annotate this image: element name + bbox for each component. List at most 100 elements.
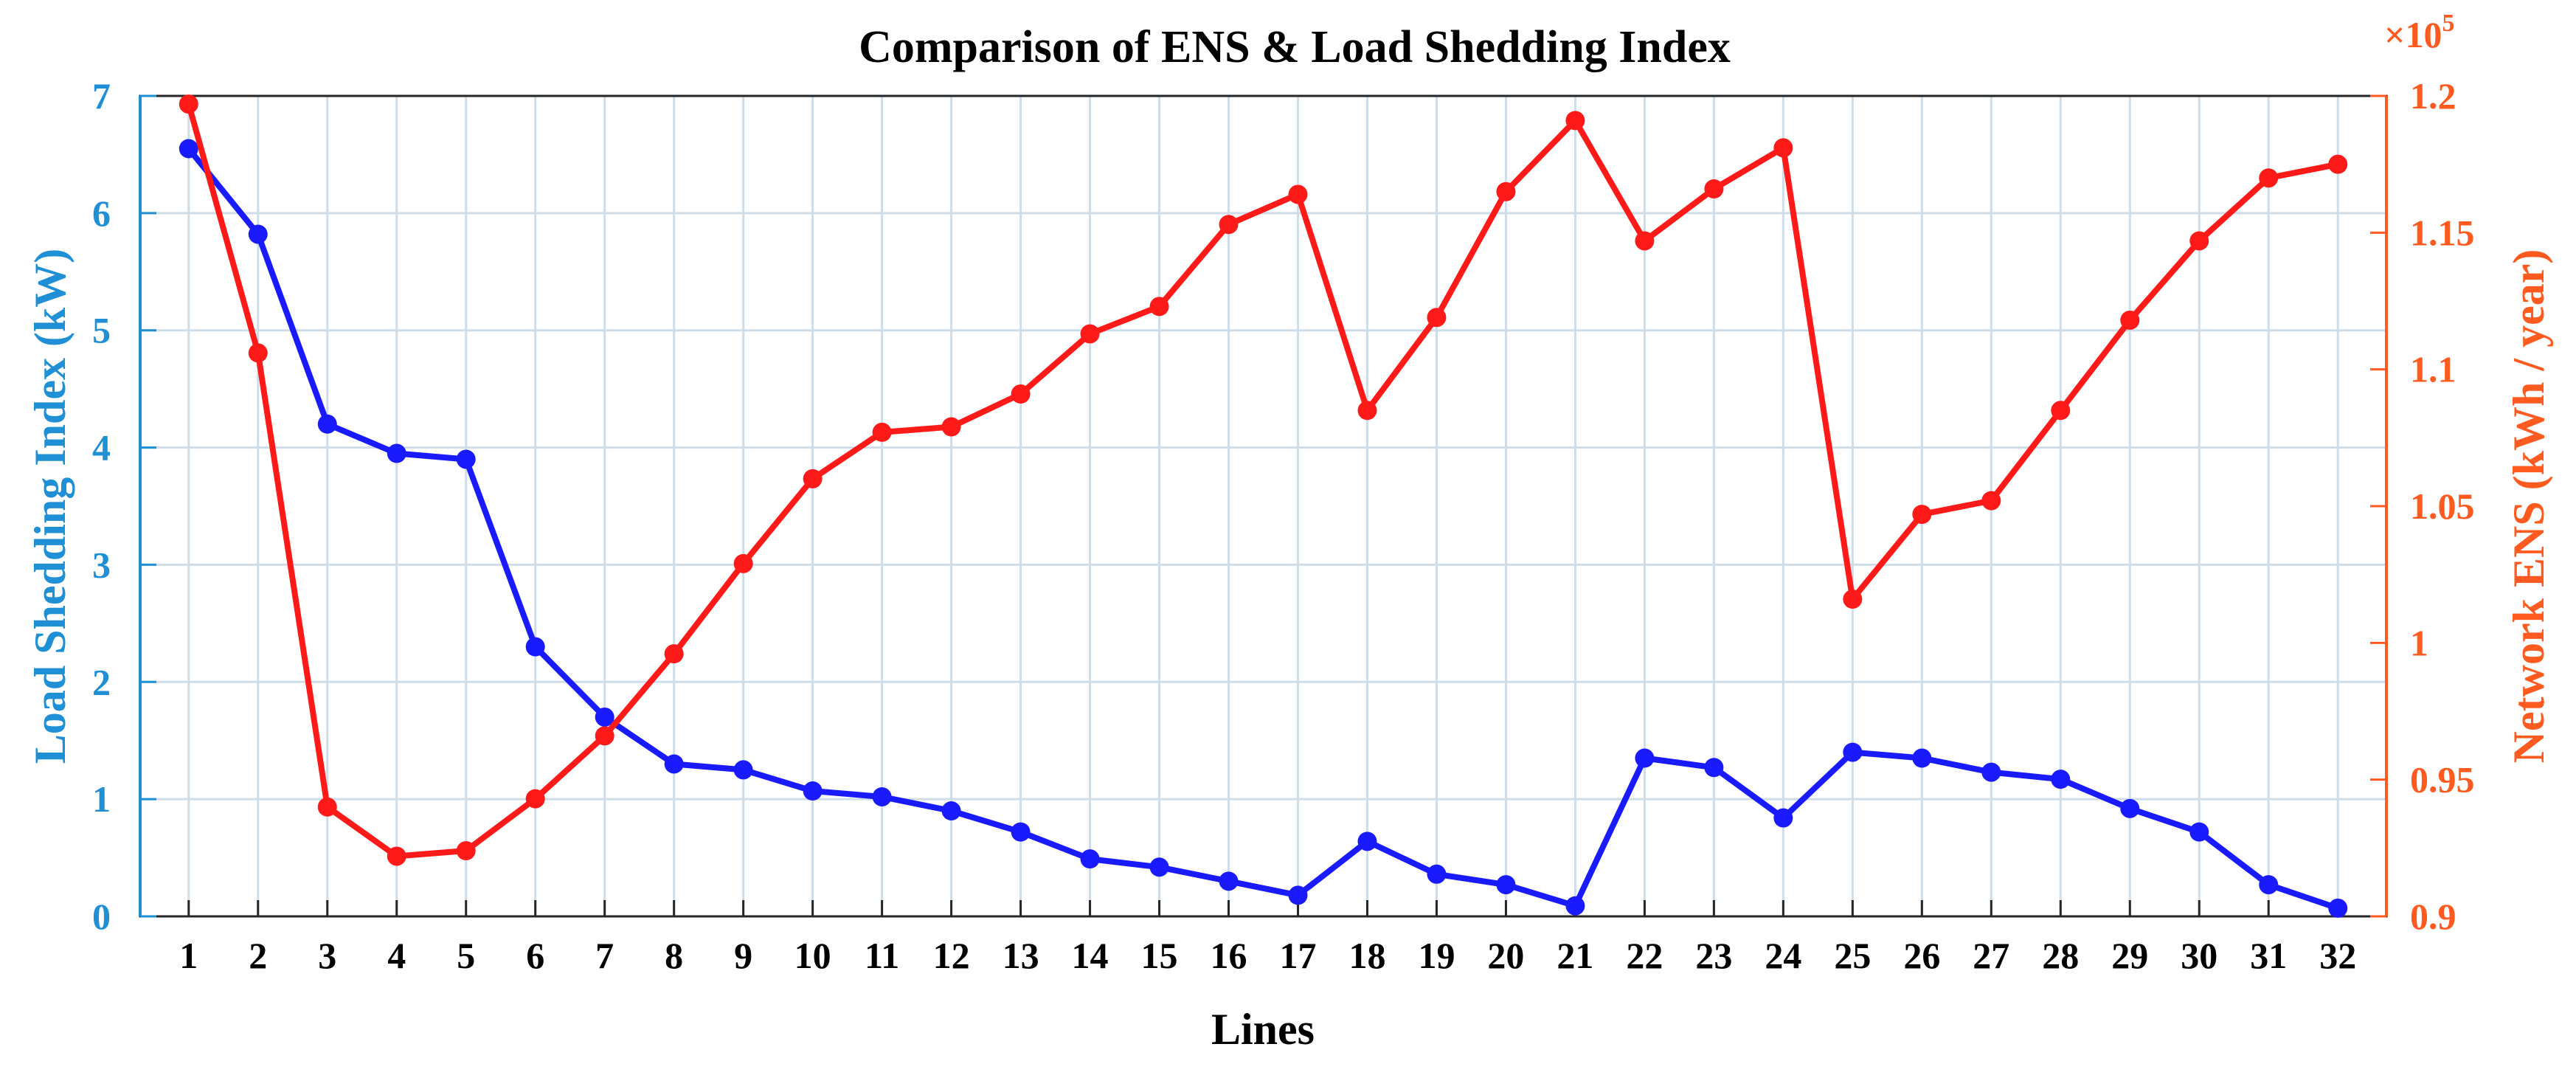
x-tick-label: 11	[865, 935, 899, 976]
network-ens-point	[803, 469, 823, 488]
network-ens-point	[2051, 401, 2071, 421]
x-tick-label: 16	[1211, 935, 1247, 976]
left-tick-label: 5	[92, 310, 111, 351]
network-ens-point	[872, 422, 892, 442]
chart-title: Comparison of ENS & Load Shedding Index	[859, 22, 1731, 72]
network-ens-point	[733, 553, 753, 573]
network-ens-point	[1635, 231, 1655, 251]
left-tick-label: 4	[92, 427, 111, 469]
x-tick-label: 27	[1973, 935, 2009, 976]
x-tick-label: 20	[1487, 935, 1524, 976]
x-tick-label: 2	[249, 935, 267, 976]
network-ens-point	[1357, 401, 1377, 421]
load-shedding-point	[1011, 822, 1031, 842]
x-tick-label: 6	[526, 935, 544, 976]
x-tick-label: 17	[1279, 935, 1316, 976]
network-ens-point	[1496, 182, 1516, 201]
right-tick-label: 1.1	[2410, 349, 2456, 390]
x-tick-label: 9	[734, 935, 752, 976]
load-shedding-point	[1219, 871, 1239, 891]
load-shedding-point	[1843, 742, 1863, 762]
load-shedding-point	[1080, 849, 1100, 869]
network-ens-point	[664, 644, 684, 664]
x-tick-label: 31	[2250, 935, 2287, 976]
right-y-axis-label: Network ENS (kWh / year)	[2504, 249, 2553, 764]
x-tick-label: 4	[387, 935, 406, 976]
left-tick-label: 6	[92, 193, 111, 234]
load-shedding-point	[1565, 896, 1585, 916]
network-ens-point	[456, 841, 476, 861]
load-shedding-series	[179, 139, 2348, 918]
network-ens-point	[595, 726, 614, 746]
load-shedding-line	[186, 146, 2339, 911]
network-ens-point	[1149, 297, 1169, 317]
load-shedding-point	[2189, 822, 2209, 842]
x-tick-label: 30	[2181, 935, 2217, 976]
load-shedding-point	[733, 760, 753, 780]
series	[179, 94, 2348, 918]
load-shedding-point	[456, 449, 476, 469]
load-shedding-point	[872, 787, 892, 806]
x-tick-label: 22	[1626, 935, 1663, 976]
load-shedding-point	[1773, 808, 1793, 828]
x-tick-label: 8	[665, 935, 683, 976]
x-tick-label: 19	[1418, 935, 1455, 976]
network-ens-point	[1427, 308, 1447, 328]
load-shedding-point	[1704, 758, 1724, 778]
load-shedding-point	[387, 443, 406, 463]
network-ens-point	[2328, 154, 2348, 174]
load-shedding-point	[2259, 875, 2279, 895]
x-tick-label: 18	[1348, 935, 1385, 976]
network-ens-point	[2259, 168, 2279, 188]
left-y-axis-label: Load Shedding Index (kW)	[26, 249, 75, 764]
load-shedding-point	[248, 224, 268, 244]
x-tick-label: 5	[457, 935, 475, 976]
x-tick-label: 7	[595, 935, 614, 976]
axes-box	[139, 94, 2388, 918]
left-tick-label: 3	[92, 544, 111, 585]
network-ens-point	[1704, 179, 1724, 199]
network-ens-point	[317, 797, 337, 817]
x-tick-label: 1	[179, 935, 198, 976]
x-tick-label: 12	[933, 935, 970, 976]
right-tick-label: 1.05	[2410, 485, 2475, 527]
load-shedding-point	[317, 414, 337, 434]
network-ens-point	[1565, 111, 1585, 131]
left-tick-label: 1	[92, 778, 111, 820]
exponent-base: ×10	[2384, 14, 2442, 55]
network-ens-point	[2120, 310, 2140, 330]
network-ens-point	[387, 846, 406, 866]
load-shedding-point	[525, 637, 545, 657]
load-shedding-point	[1981, 762, 2001, 782]
load-shedding-point	[2328, 898, 2348, 918]
left-tick-label: 0	[92, 896, 111, 937]
load-shedding-point	[1149, 857, 1169, 877]
x-tick-label: 28	[2042, 935, 2079, 976]
network-ens-point	[941, 417, 961, 437]
network-ens-point	[248, 343, 268, 363]
load-shedding-point	[1357, 832, 1377, 851]
left-tick-label: 2	[92, 661, 111, 702]
ticks: 1 2 3 4 5 6 7 8 9 10 11 12 13 14 15 16 17 18 19 20 21 22 23 24 2…	[92, 75, 2475, 976]
right-axis-exponent: ×105	[2384, 10, 2455, 55]
network-ens-line	[185, 103, 2338, 860]
right-tick-label: 1.15	[2410, 212, 2475, 253]
network-ens-point	[525, 789, 545, 809]
left-tick-label: 7	[92, 75, 111, 117]
load-shedding-point	[664, 754, 684, 774]
load-shedding-point	[179, 139, 198, 159]
x-tick-label: 24	[1765, 935, 1801, 976]
network-ens-point	[1843, 590, 1863, 609]
load-shedding-point	[2120, 798, 2140, 818]
right-tick-label: 0.95	[2410, 759, 2475, 801]
load-shedding-point	[1496, 875, 1516, 895]
network-ens-point	[1912, 505, 1932, 525]
x-tick-label: 21	[1557, 935, 1593, 976]
x-axis-label: Lines	[1211, 1005, 1315, 1054]
right-tick-label: 0.9	[2410, 896, 2456, 937]
grid	[140, 96, 2386, 916]
load-shedding-point	[1635, 748, 1655, 768]
x-tick-label: 26	[1903, 935, 1940, 976]
x-tick-label: 3	[318, 935, 336, 976]
